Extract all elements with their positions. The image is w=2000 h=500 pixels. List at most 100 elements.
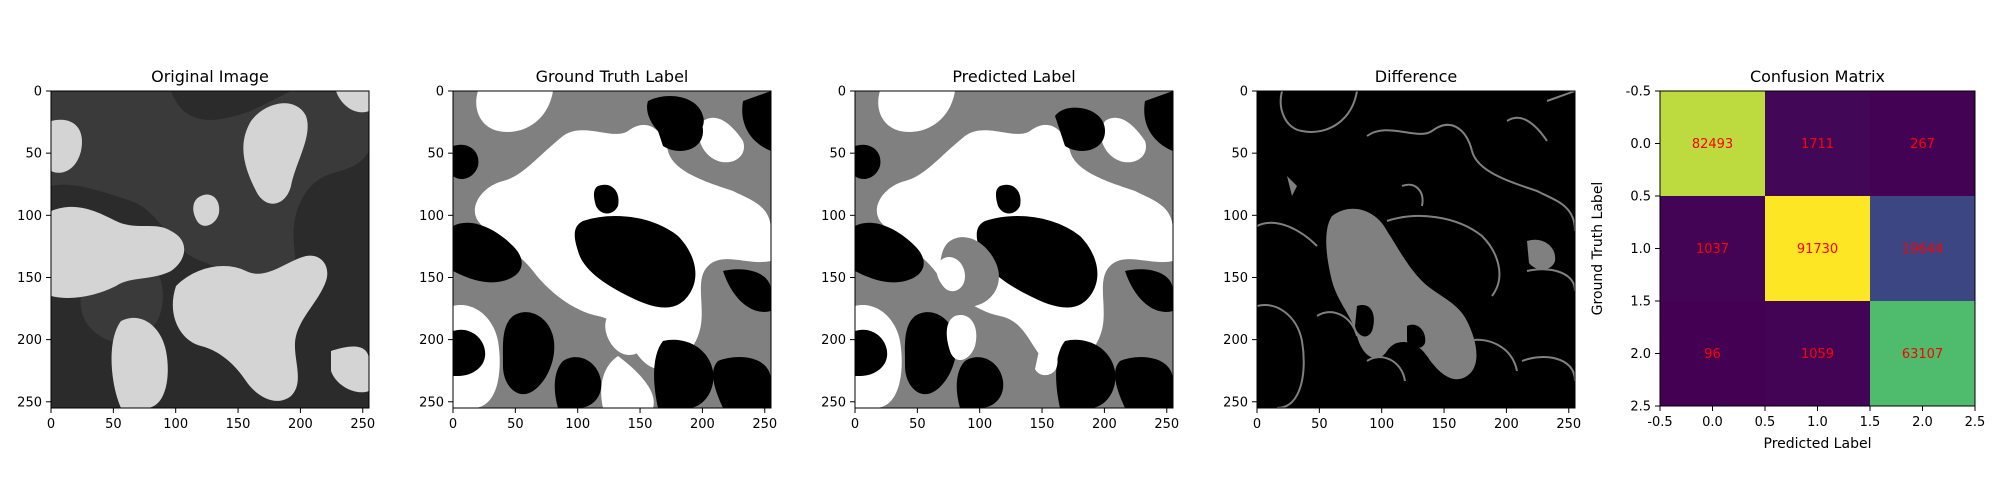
confusion-matrix-cell (1870, 196, 1975, 301)
x-tick-label: 250 (1154, 417, 1179, 432)
difference-panel: Difference 0 50 100 150 200 250 0 50 100 150 200 2… (1223, 67, 1581, 432)
x-tick-label: 50 (105, 417, 122, 432)
y-ticks: 0 50 100 150 200 250 (17, 85, 51, 410)
panel-title: Confusion Matrix (1750, 67, 1885, 86)
y-tick-label: 100 (821, 209, 846, 224)
x-tick-label: 150 (628, 417, 653, 432)
y-tick-label: 250 (821, 395, 846, 410)
x-tick-label: 200 (288, 417, 313, 432)
x-tick-label: 150 (226, 417, 251, 432)
x-tick-label: 100 (967, 417, 992, 432)
y-tick-label: 100 (419, 209, 444, 224)
confusion-matrix-panel: 82493 1711 267 1037 91730 19644 96 1059 63107 Co… (1590, 67, 1985, 452)
x-tick-label: 250 (752, 417, 777, 432)
cell-value-label: 1711 (1801, 137, 1834, 152)
y-ticks: 0 50 100 150 200 250 (821, 85, 855, 410)
panel-title: Ground Truth Label (536, 67, 689, 86)
y-axis-label: Ground Truth Label (1590, 182, 1606, 316)
cell-value-label: 91730 (1797, 242, 1838, 257)
x-tick-label: 1.5 (1860, 415, 1881, 430)
confusion-matrix-cell (1765, 196, 1870, 301)
x-tick-label: 50 (909, 417, 926, 432)
x-tick-label: 250 (1556, 417, 1581, 432)
y-tick-label: 250 (419, 395, 444, 410)
cell-value-label: 63107 (1902, 347, 1943, 362)
x-tick-label: 200 (1092, 417, 1117, 432)
panel-title: Predicted Label (952, 67, 1075, 86)
y-tick-label: 100 (17, 209, 42, 224)
ground-truth-panel: Ground Truth Label 0 50 100 150 200 250 0 50 10… (419, 67, 777, 432)
cell-value-label: 96 (1704, 347, 1721, 362)
y-ticks: 0 50 100 150 200 250 (1223, 85, 1257, 410)
y-tick-label: 200 (17, 333, 42, 348)
y-tick-label: 150 (821, 271, 846, 286)
x-tick-label: 50 (507, 417, 524, 432)
confusion-matrix-cell (1660, 196, 1765, 301)
x-tick-label: 200 (690, 417, 715, 432)
y-tick-label: 50 (1231, 147, 1248, 162)
confusion-matrix-cell (1765, 91, 1870, 196)
cell-value-label: 19644 (1902, 242, 1943, 257)
confusion-matrix-cell (1765, 301, 1870, 406)
cell-value-label: 1037 (1696, 242, 1729, 257)
confusion-matrix-cell (1870, 91, 1975, 196)
predicted-label-panel: Predicted Label 0 50 100 150 200 250 0 50 100 15… (821, 67, 1179, 432)
x-tick-label: 150 (1432, 417, 1457, 432)
x-tick-label: 100 (163, 417, 188, 432)
x-tick-label: 200 (1494, 417, 1519, 432)
x-tick-label: 50 (1311, 417, 1328, 432)
panel-title: Difference (1375, 67, 1457, 86)
y-tick-label: 0 (34, 85, 42, 100)
y-tick-label: 50 (829, 147, 846, 162)
y-tick-label: 0 (838, 85, 846, 100)
y-tick-label: 1.0 (1630, 242, 1651, 257)
predicted-label-image (855, 91, 1173, 408)
y-tick-label: 200 (419, 333, 444, 348)
x-tick-label: 250 (350, 417, 375, 432)
x-tick-label: 0.0 (1702, 415, 1723, 430)
difference-edges (1257, 91, 1575, 408)
original-image (51, 91, 369, 408)
ground-truth-image (453, 91, 771, 408)
y-tick-label: 2.5 (1630, 400, 1651, 415)
y-tick-label: 250 (1223, 395, 1248, 410)
x-tick-label: 100 (1369, 417, 1394, 432)
panel-title: Original Image (151, 67, 269, 86)
original-image-panel: Original Image 0 50 100 150 200 250 0 50 100 150… (17, 67, 375, 432)
cell-value-label: 1059 (1801, 347, 1834, 362)
x-tick-label: 2.5 (1965, 415, 1986, 430)
y-tick-label: 0 (1240, 85, 1248, 100)
cell-value-label: 82493 (1692, 137, 1733, 152)
x-tick-label: 2.0 (1912, 415, 1933, 430)
x-tick-label: 0 (1253, 417, 1261, 432)
x-ticks: 0 50 100 150 200 250 (47, 408, 375, 432)
y-tick-label: 0 (436, 85, 444, 100)
difference-image (1257, 91, 1575, 408)
y-tick-label: 250 (17, 395, 42, 410)
y-tick-label: 50 (25, 147, 42, 162)
x-ticks: 0 50 100 150 200 250 (1253, 408, 1581, 432)
y-tick-label: 100 (1223, 209, 1248, 224)
y-tick-label: 200 (821, 333, 846, 348)
y-tick-label: -0.5 (1626, 85, 1651, 100)
y-tick-label: 150 (419, 271, 444, 286)
cell-value-label: 267 (1910, 137, 1935, 152)
y-tick-label: 50 (427, 147, 444, 162)
y-tick-label: 150 (1223, 271, 1248, 286)
y-tick-label: 2.0 (1630, 347, 1651, 362)
x-tick-label: 1.0 (1807, 415, 1828, 430)
y-tick-label: 1.5 (1630, 295, 1651, 310)
x-tick-label: 150 (1030, 417, 1055, 432)
y-tick-label: 0.5 (1630, 190, 1651, 205)
confusion-matrix-cell (1660, 301, 1765, 406)
x-ticks: 0 50 100 150 200 250 (449, 408, 777, 432)
x-tick-label: 100 (565, 417, 590, 432)
confusion-matrix-cells: 82493 1711 267 1037 91730 19644 96 1059 63107 (1660, 91, 1975, 406)
x-tick-label: 0 (851, 417, 859, 432)
x-tick-label: 0.5 (1755, 415, 1776, 430)
y-tick-label: 200 (1223, 333, 1248, 348)
x-tick-label: 0 (449, 417, 457, 432)
y-ticks: -0.5 0.0 0.5 1.0 1.5 2.0 2.5 (1626, 85, 1660, 415)
confusion-matrix-cell (1870, 301, 1975, 406)
